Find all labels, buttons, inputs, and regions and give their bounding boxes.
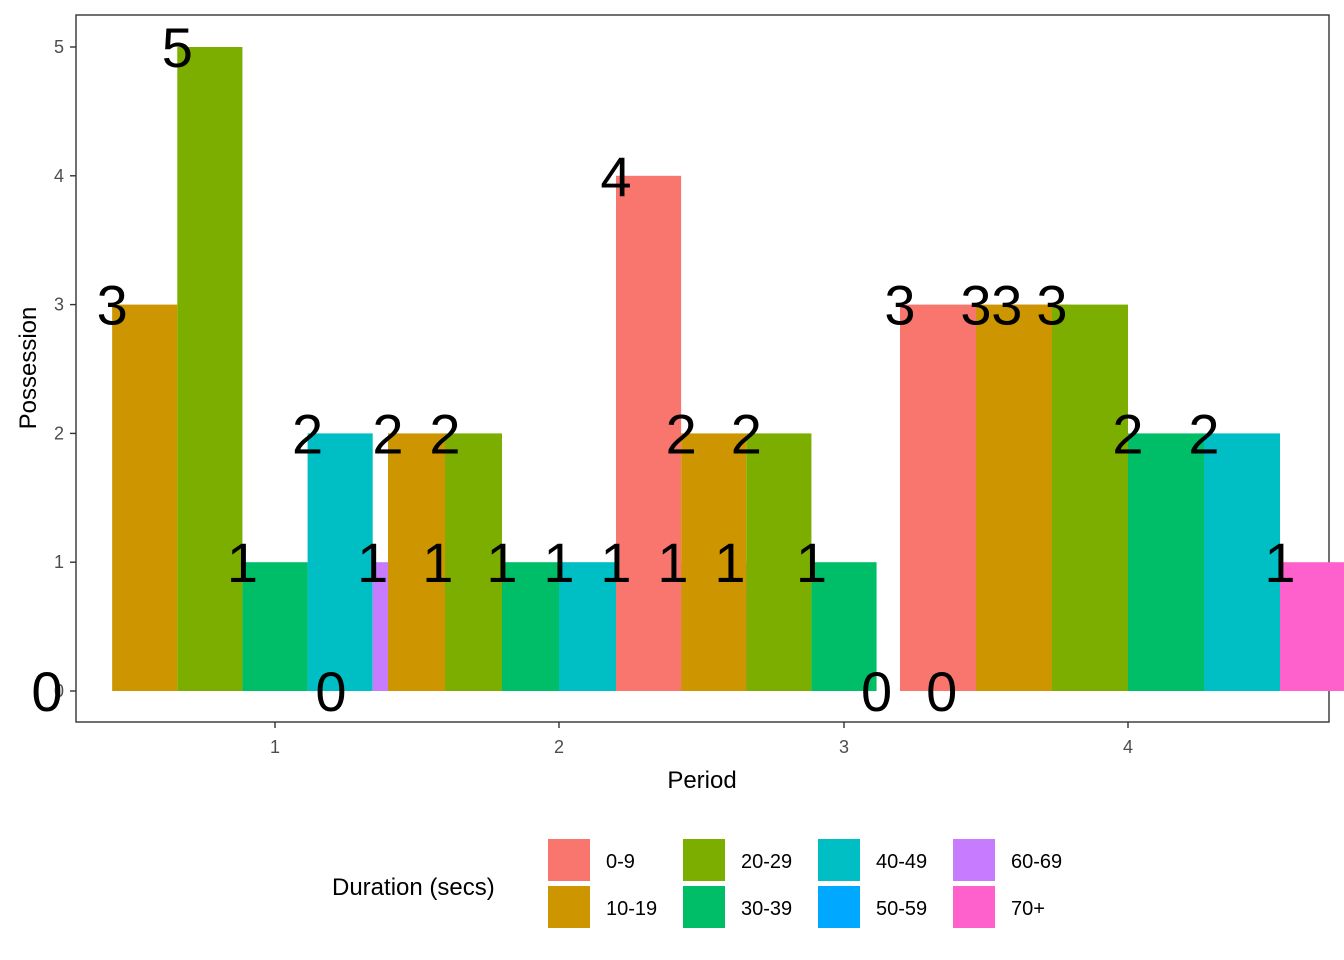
bar — [976, 304, 1052, 691]
data-label: 1 — [1264, 531, 1295, 594]
data-label: 1 — [600, 531, 631, 594]
data-label: 2 — [429, 402, 460, 465]
data-label: 2 — [1188, 402, 1219, 465]
data-label: 0 — [926, 660, 957, 723]
legend-key — [683, 839, 725, 881]
x-tick-label: 4 — [1123, 737, 1133, 757]
data-label: 2 — [372, 402, 403, 465]
legend-title: Duration (secs) — [332, 874, 495, 901]
legend-label: 10-19 — [606, 898, 657, 920]
y-tick-label: 4 — [54, 166, 64, 186]
bar — [112, 304, 178, 691]
data-label: 1 — [543, 531, 574, 594]
data-label: 0 — [31, 660, 62, 723]
bar — [307, 433, 373, 691]
y-axis-title: Possession — [15, 307, 42, 430]
legend-key — [953, 839, 995, 881]
bar — [1204, 433, 1280, 691]
x-axis-title: Period — [667, 767, 736, 794]
data-label: 2 — [1112, 402, 1143, 465]
x-tick-label: 1 — [270, 737, 280, 757]
bar — [616, 175, 682, 692]
legend-label: 40-49 — [876, 851, 927, 873]
bar — [1280, 562, 1344, 691]
data-label: 2 — [292, 402, 323, 465]
y-tick-label: 1 — [54, 552, 64, 572]
x-tick-label: 2 — [554, 737, 564, 757]
legend-key — [818, 886, 860, 928]
bars — [112, 47, 1344, 692]
data-label: 3 — [991, 274, 1022, 337]
x-axis: 1 2 3 4 — [270, 722, 1133, 757]
bar — [177, 47, 243, 691]
legend: Duration (secs) 0-9 10-19 20-29 30-39 40-49 5… — [332, 839, 1062, 928]
data-label: 0 — [861, 660, 892, 723]
legend-key — [683, 886, 725, 928]
data-label: 1 — [657, 531, 688, 594]
y-tick-label: 3 — [54, 295, 64, 315]
bar — [811, 562, 877, 691]
legend-key — [548, 839, 590, 881]
data-label: 1 — [227, 531, 258, 594]
legend-key — [818, 839, 860, 881]
data-label: 2 — [731, 402, 762, 465]
data-label: 3 — [960, 274, 991, 337]
y-axis: 0 1 2 3 4 5 — [54, 37, 76, 701]
bar — [1052, 304, 1128, 691]
bar — [900, 304, 976, 691]
data-label: 4 — [600, 145, 631, 208]
y-tick-label: 0 — [54, 681, 64, 701]
data-label: 1 — [714, 531, 745, 594]
legend-key — [548, 886, 590, 928]
bar — [502, 562, 559, 691]
data-label: 1 — [486, 531, 517, 594]
bar — [242, 562, 308, 691]
data-label: 3 — [1036, 274, 1067, 337]
bar — [746, 433, 812, 691]
bar — [559, 562, 616, 691]
bar — [445, 433, 502, 691]
legend-label: 70+ — [1011, 898, 1045, 920]
data-label: 2 — [666, 402, 697, 465]
legend-label: 20-29 — [741, 851, 792, 873]
data-label: 1 — [357, 531, 388, 594]
data-label: 0 — [315, 660, 346, 723]
x-tick-label: 3 — [839, 737, 849, 757]
legend-label: 0-9 — [606, 851, 635, 873]
data-label: 1 — [796, 531, 827, 594]
y-tick-label: 2 — [54, 423, 64, 443]
data-label: 3 — [884, 274, 915, 337]
legend-label: 30-39 — [741, 898, 792, 920]
bar — [681, 433, 747, 691]
data-label: 1 — [422, 531, 453, 594]
y-tick-label: 5 — [54, 37, 64, 57]
legend-label: 50-59 — [876, 898, 927, 920]
legend-key — [953, 886, 995, 928]
legend-label: 60-69 — [1011, 851, 1062, 873]
data-label: 5 — [162, 16, 193, 79]
data-label: 3 — [97, 274, 128, 337]
bar — [388, 433, 445, 691]
bar — [1128, 433, 1204, 691]
